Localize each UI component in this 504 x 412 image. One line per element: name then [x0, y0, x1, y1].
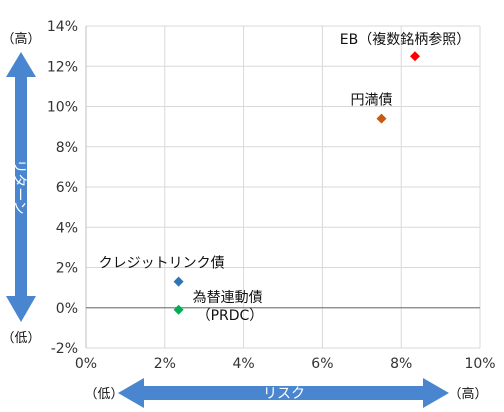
- axis-layer: [85, 26, 480, 348]
- data-point: [173, 304, 184, 315]
- return-axis-label: リターン: [11, 159, 27, 214]
- x-tick-label: 8%: [390, 356, 412, 372]
- point-label: 為替連動債: [193, 290, 263, 306]
- risk-arrow-shape: [118, 378, 449, 408]
- return-arrow-shape: [6, 52, 36, 322]
- y-tick-label: 8%: [56, 140, 78, 156]
- x-tick-label: 0%: [75, 356, 97, 372]
- x-tick-label: 4%: [232, 356, 254, 372]
- return-high-label: （高）: [1, 31, 40, 47]
- risk-low-label: （低）: [84, 387, 123, 402]
- risk-arrow: リスク （低） （高）: [84, 378, 488, 408]
- data-point: [173, 276, 184, 287]
- x-tick-label: 2%: [154, 356, 176, 372]
- return-low-label: （低）: [1, 331, 40, 346]
- data-points: [173, 51, 420, 315]
- y-tick-label: 4%: [56, 220, 78, 236]
- y-tick-label: 10%: [47, 100, 78, 116]
- point-label: クレジットリンク債: [99, 256, 225, 272]
- point-label: EB（複数銘柄参照）: [340, 31, 470, 48]
- point-label-line2: （PRDC）: [197, 308, 264, 324]
- data-point: [376, 113, 387, 124]
- point-label: 円満債: [351, 93, 393, 109]
- y-tick-label: 14%: [47, 19, 78, 35]
- data-point: [409, 51, 420, 62]
- y-tick-label: 2%: [56, 261, 78, 277]
- y-tick-label: 0%: [56, 301, 78, 317]
- return-arrow: リターン （高） （低）: [1, 31, 40, 346]
- risk-high-label: （高）: [448, 386, 487, 402]
- y-tick-label: 12%: [47, 59, 78, 75]
- grid-layer: [86, 25, 481, 349]
- x-tick-label: 6%: [311, 356, 333, 372]
- y-tick-label: -2%: [51, 341, 78, 357]
- risk-axis-label: リスク: [263, 386, 305, 402]
- y-tick-label: 6%: [56, 180, 78, 196]
- x-tick-label: 10%: [464, 356, 495, 372]
- tick-labels: 14%12%10%8%6%4%2%0%-2%0% 2% 4% 6% 8% 10%: [47, 19, 496, 372]
